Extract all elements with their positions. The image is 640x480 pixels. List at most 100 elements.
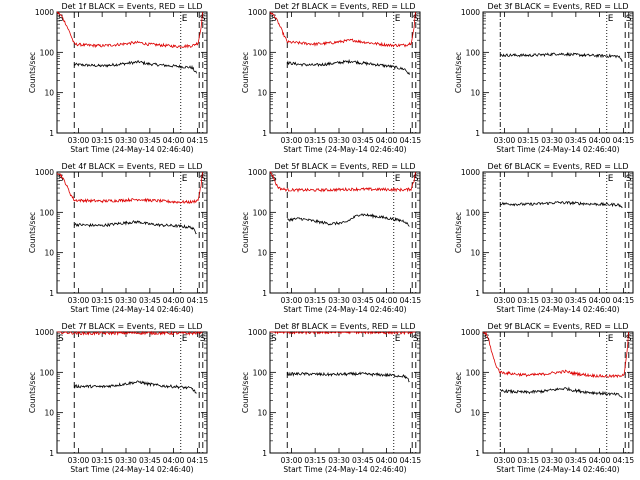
start-marker: S: [271, 14, 277, 24]
plot-frame: [269, 331, 421, 454]
x-tick-label: 03:45: [352, 296, 374, 305]
y-tick-label: 1: [475, 449, 480, 458]
end-marker: E: [608, 174, 614, 184]
y-axis-label: Counts/sec: [241, 52, 250, 93]
series-events-line: [73, 59, 197, 74]
plot-frame: [269, 11, 421, 134]
y-tick-label: 100: [40, 368, 55, 377]
x-tick-label: 04:00: [589, 136, 611, 145]
series-events-line: [286, 58, 410, 75]
restart-marker: S: [413, 14, 419, 24]
restart-marker: S: [200, 174, 206, 184]
x-tick-label: 03:45: [139, 456, 161, 465]
x-tick-label: 03:30: [115, 456, 137, 465]
x-tick-label: 03:30: [541, 296, 563, 305]
panel-title: Det 6f BLACK = Events, RED = LLD: [487, 162, 628, 171]
y-tick-label: 1: [49, 129, 54, 138]
y-tick-label: 10: [470, 249, 480, 258]
det-panel-5: Det 5f BLACK = Events, RED = LLD 1 10 100 10…: [241, 162, 421, 314]
x-tick-label: 03:15: [304, 136, 326, 145]
y-axis-label: Counts/sec: [454, 372, 463, 413]
end-marker: E: [395, 14, 401, 24]
restart-marker: S: [200, 14, 206, 24]
series-events-line: [287, 212, 410, 227]
y-tick-label: 100: [466, 48, 481, 57]
y-tick-label: 1: [262, 129, 267, 138]
plot-frame: [482, 331, 634, 454]
y-axis-label: Counts/sec: [28, 212, 37, 253]
y-axis-label: Counts/sec: [28, 52, 37, 93]
x-axis-label: Start Time (24-May-14 02:46:40): [496, 465, 619, 474]
plot-frame: [482, 11, 634, 134]
x-tick-label: 04:00: [163, 136, 185, 145]
end-marker: E: [182, 174, 188, 184]
panel-title: Det 8f BLACK = Events, RED = LLD: [274, 322, 415, 331]
x-tick-label: 04:15: [400, 456, 422, 465]
x-axis-label: Start Time (24-May-14 02:46:40): [70, 465, 193, 474]
x-tick-label: 04:15: [613, 456, 635, 465]
y-tick-label: 1: [262, 449, 267, 458]
x-tick-label: 03:00: [281, 456, 303, 465]
panel-title: Det 4f BLACK = Events, RED = LLD: [61, 162, 202, 171]
series-events-line: [499, 51, 623, 63]
x-tick-label: 03:00: [68, 296, 90, 305]
y-tick-label: 10: [257, 89, 267, 98]
x-tick-label: 03:15: [517, 136, 539, 145]
x-tick-label: 04:00: [163, 456, 185, 465]
x-axis-label: Start Time (24-May-14 02:46:40): [283, 145, 406, 154]
y-tick-label: 1000: [35, 328, 54, 337]
x-tick-label: 03:30: [541, 456, 563, 465]
det-panel-4: Det 4f BLACK = Events, RED = LLD 1 10 100 10…: [28, 162, 208, 314]
end-marker: E: [182, 14, 188, 24]
x-tick-label: 04:15: [187, 296, 209, 305]
x-tick-label: 03:00: [494, 136, 516, 145]
y-tick-label: 1000: [35, 168, 54, 177]
plot-frame: [56, 11, 208, 134]
x-tick-label: 03:45: [352, 136, 374, 145]
x-tick-label: 04:15: [613, 296, 635, 305]
series-lld-line: [56, 11, 203, 49]
y-tick-label: 10: [257, 249, 267, 258]
y-tick-label: 100: [253, 48, 268, 57]
x-axis-label: Start Time (24-May-14 02:46:40): [496, 305, 619, 314]
y-tick-label: 1000: [461, 8, 480, 17]
x-tick-label: 04:00: [589, 456, 611, 465]
restart-marker: S: [200, 334, 206, 344]
x-tick-label: 03:15: [304, 456, 326, 465]
x-tick-label: 04:00: [589, 296, 611, 305]
x-tick-label: 03:15: [91, 456, 113, 465]
x-tick-label: 03:00: [281, 296, 303, 305]
y-tick-label: 100: [40, 48, 55, 57]
x-tick-label: 03:30: [541, 136, 563, 145]
end-marker: E: [395, 174, 401, 184]
y-tick-label: 100: [466, 208, 481, 217]
x-tick-label: 03:00: [281, 136, 303, 145]
x-tick-label: 03:15: [91, 136, 113, 145]
y-tick-label: 1000: [35, 8, 54, 17]
det-panel-9: Det 9f BLACK = Events, RED = LLD 1 10 100 10…: [454, 322, 634, 474]
det-panel-3: Det 3f BLACK = Events, RED = LLD 1 10 100 10…: [454, 2, 634, 154]
y-tick-label: 1: [49, 449, 54, 458]
restart-marker: S: [413, 174, 419, 184]
y-axis-label: Counts/sec: [241, 372, 250, 413]
y-tick-label: 1000: [248, 328, 267, 337]
y-tick-label: 1000: [248, 168, 267, 177]
x-axis-label: Start Time (24-May-14 02:46:40): [70, 305, 193, 314]
y-tick-label: 1000: [248, 8, 267, 17]
series-lld-line: [269, 11, 416, 48]
x-tick-label: 03:15: [517, 456, 539, 465]
plot-frame: [269, 171, 421, 294]
x-tick-label: 03:45: [352, 456, 374, 465]
y-tick-label: 100: [253, 368, 268, 377]
x-tick-label: 03:00: [68, 136, 90, 145]
series-events-line: [499, 200, 623, 209]
x-tick-label: 03:00: [494, 296, 516, 305]
start-marker: S: [271, 334, 277, 344]
panel-title: Det 2f BLACK = Events, RED = LLD: [274, 2, 415, 11]
det-panel-1: Det 1f BLACK = Events, RED = LLD 1 10 100 10…: [28, 2, 208, 154]
det-panel-6: Det 6f BLACK = Events, RED = LLD 1 10 100 10…: [454, 162, 634, 314]
y-tick-label: 100: [40, 208, 55, 217]
x-tick-label: 04:00: [376, 136, 398, 145]
x-tick-label: 03:45: [565, 456, 587, 465]
y-tick-label: 10: [470, 409, 480, 418]
